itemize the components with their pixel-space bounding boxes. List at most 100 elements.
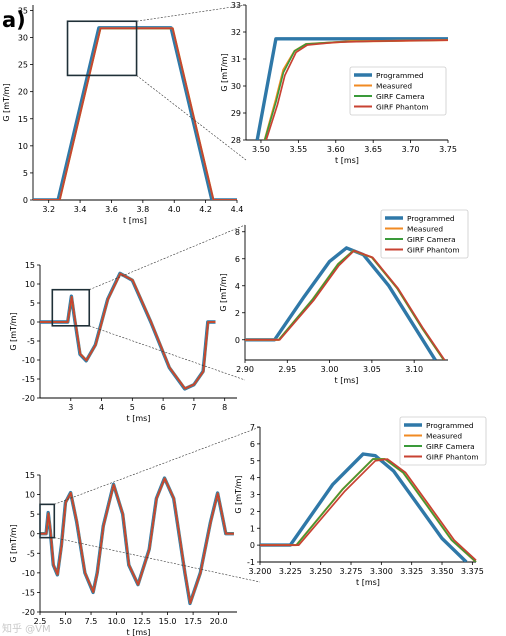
legend-frame (349, 66, 447, 116)
zoom-box (39, 503, 56, 539)
y-axis-label: G [mT/m] (220, 53, 229, 91)
x-tick-label: 4 (99, 403, 104, 412)
y-tick-label: 15 (25, 261, 35, 270)
y-tick-label: 35 (18, 6, 28, 15)
x-tick-label: 3.200 (249, 567, 272, 576)
legend-label: Programmed (426, 421, 474, 430)
legend-label: Measured (407, 225, 443, 234)
legend-frame (399, 416, 487, 466)
y-axis-label: G [mT/m] (219, 273, 228, 311)
x-axis-label: t [ms] (127, 414, 151, 423)
series-line-programmed (245, 246, 437, 360)
x-tick-label: 10.0 (108, 617, 126, 626)
y-tick-label: 15 (18, 115, 28, 124)
x-tick-label: 3.00 (321, 365, 339, 374)
x-axis-label: t [ms] (335, 376, 359, 385)
x-tick-label: 3.225 (279, 567, 302, 576)
y-tick-label: 31 (231, 55, 241, 64)
y-tick-label: 20 (18, 88, 28, 97)
y-tick-label: 8 (235, 228, 240, 237)
x-tick-label: 2.95 (278, 365, 296, 374)
y-tick-label: 2 (250, 507, 255, 516)
r2_zoom-plot: 2.90 2.95 3.00 3.05 3.10 0 2 4 6 8 t [ms] G [mT/m] P… (219, 209, 469, 385)
x-axis-label: t [ms] (356, 578, 380, 587)
legend-label: Programmed (407, 214, 455, 223)
x-tick-label: 5 (130, 403, 135, 412)
y-tick-label: 6 (235, 255, 240, 264)
y-tick-label: 10 (25, 280, 35, 289)
y-tick-label: -5 (27, 337, 35, 346)
y-tick-label: 0 (23, 196, 28, 205)
x-tick-label: 3.2 (42, 205, 55, 214)
r2_main-plot: 3 4 5 6 7 8 -20 -15 -10 -5 0 5 10 15 t [ms] G [mT/m] (9, 261, 237, 423)
x-axis-label: t [ms] (123, 216, 147, 225)
zoom-box (66, 20, 138, 77)
x-tick-label: 3.8 (136, 205, 149, 214)
y-axis-label: G [mT/m] (9, 312, 18, 350)
r3_zoom-plot: 3.200 3.225 3.250 3.275 3.300 3.325 3.350 3.375… (234, 416, 487, 587)
y-tick-label: 33 (231, 1, 241, 10)
legend-label: Programmed (376, 71, 424, 80)
x-tick-label: 2.90 (236, 365, 254, 374)
zoom-box (51, 288, 91, 327)
y-tick-label: 30 (18, 34, 28, 43)
y-tick-label: -20 (22, 394, 35, 403)
y-tick-label: -15 (22, 375, 35, 384)
legend-frame (380, 209, 469, 259)
series-line-girf-phantom (260, 458, 477, 561)
zoom-connector (89, 224, 246, 290)
r2_main-zoom-indicator (51, 224, 246, 381)
y-tick-label: 25 (18, 61, 28, 70)
y-tick-label: 5 (250, 457, 255, 466)
y-tick-label: 0 (250, 541, 255, 550)
x-axis-label: t [ms] (335, 156, 359, 165)
x-tick-label: 20.0 (210, 617, 228, 626)
y-tick-label: 28 (231, 136, 241, 145)
y-tick-label: 4 (250, 474, 255, 483)
x-tick-label: 3.375 (461, 567, 484, 576)
x-tick-label: 3.05 (363, 365, 381, 374)
x-tick-label: 3.60 (327, 145, 345, 154)
series-line-measured (245, 249, 445, 360)
x-tick-label: 3.325 (400, 567, 423, 576)
x-tick-label: 3.10 (405, 365, 423, 374)
legend-label: Measured (426, 432, 462, 441)
y-tick-label: 5 (30, 510, 35, 519)
y-tick-label: 5 (30, 299, 35, 308)
series-line-measured (260, 458, 477, 562)
y-axis-label: G [mT/m] (234, 475, 243, 513)
x-tick-label: 3.300 (370, 567, 393, 576)
y-tick-label: 29 (231, 109, 241, 118)
x-tick-label: 3 (68, 403, 73, 412)
x-tick-label: 3.250 (309, 567, 332, 576)
watermark: 知乎 @VM (2, 624, 51, 635)
x-tick-label: 8 (222, 403, 227, 412)
x-tick-label: 3.50 (252, 145, 270, 154)
x-axis-label: t [ms] (127, 628, 151, 636)
r3_main-plot: 2.5 5.0 7.5 10.0 12.5 15.0 17.5 20.0 -20 -15 -10 -5… (9, 471, 237, 636)
x-tick-label: 7.5 (85, 617, 98, 626)
y-tick-label: 5 (23, 169, 28, 178)
x-tick-label: 17.5 (184, 617, 202, 626)
y-tick-label: 15 (25, 471, 35, 480)
y-axis-label: G [mT/m] (9, 524, 18, 562)
legend-label: Measured (376, 82, 412, 91)
y-tick-label: -10 (22, 569, 35, 578)
legend-label: GIRF Phantom (407, 246, 460, 255)
series-line-girf-phantom (245, 249, 446, 360)
y-tick-label: 1 (250, 524, 255, 533)
y-tick-label: 0 (30, 530, 35, 539)
r1_zoom-plot: 3.50 3.55 3.60 3.65 3.70 3.75 28 29 30 31 32 33 t [m… (220, 1, 457, 165)
series-line-girf-camera (40, 272, 216, 390)
y-tick-label: 32 (231, 28, 241, 37)
x-tick-label: 2.5 (34, 617, 47, 626)
y-tick-label: 4 (235, 282, 240, 291)
series-line-programmed (40, 271, 216, 391)
x-tick-label: 3.275 (340, 567, 363, 576)
x-tick-label: 3.70 (402, 145, 420, 154)
series-line-girf-camera (245, 249, 445, 360)
legend-label: GIRF Phantom (426, 453, 479, 462)
